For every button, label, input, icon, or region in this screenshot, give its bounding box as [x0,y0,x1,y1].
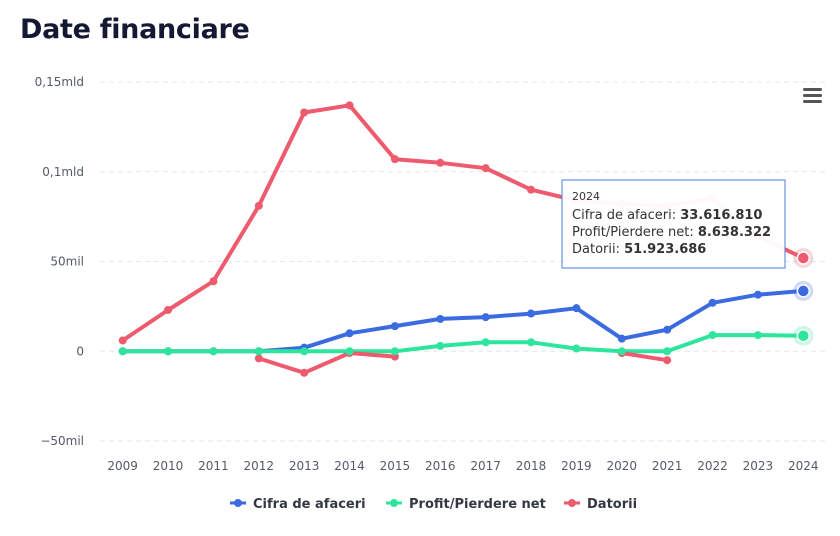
x-tick-label: 2022 [697,459,728,473]
data-point[interactable] [436,341,445,350]
data-point[interactable] [708,331,717,340]
data-point[interactable] [300,347,309,356]
x-tick-label: 2015 [380,459,411,473]
data-point[interactable] [617,347,626,356]
legend-item-cifra-de-afaceri[interactable]: Cifra de afaceri [230,497,366,512]
data-point[interactable] [209,347,218,356]
chart-tooltip: 2024 Cifra de afaceri: 33.616.810 Profit… [561,179,786,269]
x-tick-label: 2017 [470,459,501,473]
x-tick-label: 2009 [107,459,138,473]
legend-marker [568,499,576,507]
data-point[interactable] [753,290,762,299]
data-point[interactable] [617,334,626,343]
tooltip-row-profit: Profit/Pierdere net: 8.638.322 [572,225,771,240]
data-point[interactable] [663,325,672,334]
hamburger-menu-icon[interactable] [800,86,824,106]
data-point[interactable] [300,368,309,377]
data-point[interactable] [390,347,399,356]
tooltip-value: 51.923.686 [624,242,706,257]
chart-legend: Cifra de afaceri Profit/Pierdere net Dator… [230,497,637,512]
data-point[interactable] [118,347,127,356]
data-point[interactable] [254,201,263,210]
x-axis-labels: 2009 2010 2011 2012 2013 2014 2015 2016 2017 2018… [107,459,818,473]
data-point[interactable] [300,108,309,117]
data-point[interactable] [572,344,581,353]
y-tick-label: −50mil [40,434,84,448]
data-point[interactable] [436,158,445,167]
tooltip-label: Datorii: [572,242,624,257]
tooltip-year: 2024 [572,190,600,203]
legend-item-datorii[interactable]: Datorii [564,497,637,512]
data-point[interactable] [796,328,811,343]
data-point[interactable] [527,185,536,194]
data-point[interactable] [345,101,354,110]
data-point[interactable] [753,331,762,340]
series-line-profit-pierdere-net [120,333,806,354]
x-tick-label: 2012 [244,459,275,473]
x-tick-label: 2014 [334,459,365,473]
data-point[interactable] [254,354,263,363]
data-point[interactable] [796,284,811,298]
tooltip-value: 8.638.322 [698,225,771,240]
data-point[interactable] [796,251,811,265]
x-tick-label: 2023 [743,459,774,473]
x-tick-label: 2016 [425,459,456,473]
data-point[interactable] [390,322,399,331]
tooltip-box [561,179,786,269]
data-point[interactable] [527,338,536,347]
tooltip-label: Profit/Pierdere net: [572,225,698,240]
data-point[interactable] [118,336,127,345]
series-line-datorii-overlay [256,351,670,375]
data-point[interactable] [663,347,672,356]
legend-marker [234,499,242,507]
x-tick-label: 2020 [607,459,638,473]
y-axis-labels: −50mil 0 50mil 0,1mld 0,15mld [35,75,84,448]
legend-label: Cifra de afaceri [253,497,366,512]
tooltip-label: Cifra de afaceri: [572,208,680,223]
legend-item-profit-pierdere-net[interactable]: Profit/Pierdere net [386,497,546,512]
y-tick-label: 0,15mld [35,75,84,89]
legend-marker [390,499,398,507]
data-point[interactable] [481,313,490,322]
data-point[interactable] [164,305,173,314]
data-point[interactable] [572,304,581,313]
data-point[interactable] [345,329,354,338]
x-tick-label: 2010 [153,459,184,473]
data-point[interactable] [254,347,263,356]
legend-label: Datorii [587,497,637,512]
x-tick-label: 2019 [561,459,592,473]
x-tick-label: 2018 [516,459,547,473]
x-tick-label: 2021 [652,459,683,473]
data-point[interactable] [209,277,218,286]
tooltip-value: 33.616.810 [680,208,762,223]
y-tick-label: 50mil [50,255,84,269]
data-point[interactable] [164,347,173,356]
data-point[interactable] [345,347,354,356]
tooltip-row-revenue: Cifra de afaceri: 33.616.810 [572,208,762,223]
legend-label: Profit/Pierdere net [409,497,546,512]
tooltip-row-debt: Datorii: 51.923.686 [572,242,706,257]
data-point[interactable] [708,298,717,307]
data-point[interactable] [436,314,445,323]
data-point[interactable] [527,309,536,318]
data-point[interactable] [663,356,672,365]
x-tick-label: 2013 [289,459,320,473]
y-tick-label: 0,1mld [42,165,84,179]
x-tick-label: 2011 [198,459,229,473]
data-point[interactable] [390,155,399,164]
page-title: Date financiare [20,14,250,45]
data-point[interactable] [481,164,490,173]
data-point[interactable] [481,338,490,347]
x-tick-label: 2024 [788,459,819,473]
y-tick-label: 0 [76,344,84,358]
